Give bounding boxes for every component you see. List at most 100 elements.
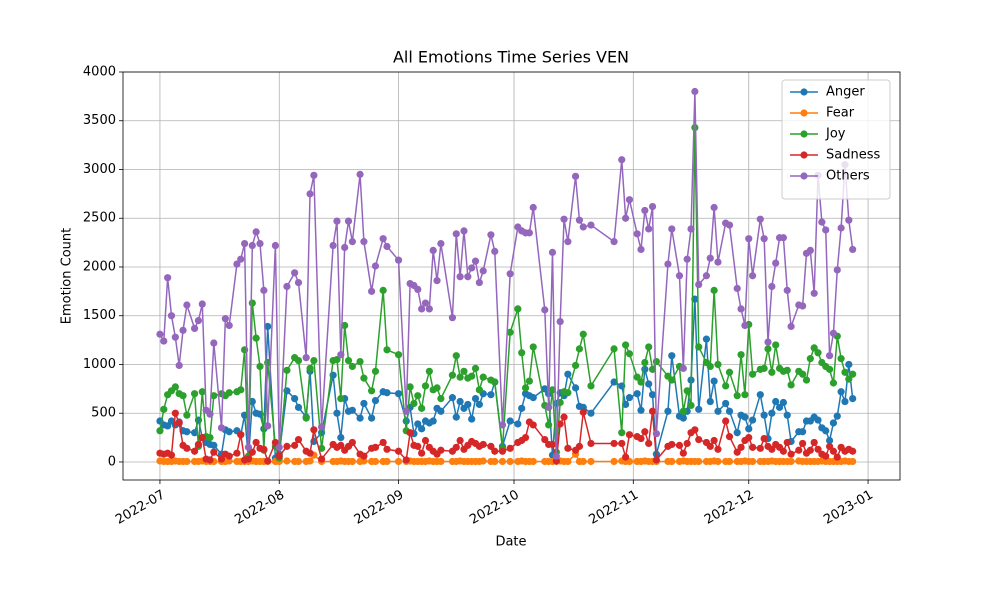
data-point <box>814 445 822 453</box>
data-point <box>164 274 172 282</box>
data-point <box>645 225 653 233</box>
data-point <box>406 383 414 391</box>
data-point <box>545 403 553 411</box>
data-point <box>514 305 522 313</box>
data-point <box>302 414 310 422</box>
data-point <box>498 421 507 429</box>
data-point <box>725 407 734 415</box>
data-point <box>764 338 772 346</box>
data-point <box>783 438 791 447</box>
data-point <box>294 278 303 287</box>
data-point <box>760 411 768 419</box>
data-point <box>675 441 684 449</box>
data-point <box>394 256 403 264</box>
data-point <box>787 457 795 466</box>
data-point <box>737 305 745 313</box>
data-point <box>506 270 514 278</box>
data-point <box>829 329 838 337</box>
data-point <box>610 378 618 386</box>
data-point <box>210 392 218 400</box>
data-point <box>418 425 426 433</box>
data-point <box>560 215 568 223</box>
data-point <box>383 389 391 397</box>
data-point <box>491 447 499 455</box>
data-point <box>241 239 249 248</box>
data-point <box>725 457 734 466</box>
data-point <box>291 441 299 449</box>
data-point <box>348 406 356 414</box>
data-point <box>194 440 203 449</box>
data-point <box>210 441 218 449</box>
data-point <box>348 457 356 466</box>
data-point <box>841 368 849 376</box>
data-point <box>256 239 264 248</box>
data-point <box>799 370 807 378</box>
data-point <box>741 391 749 399</box>
data-point <box>437 407 445 415</box>
data-point <box>244 443 253 451</box>
data-point <box>741 413 749 421</box>
data-point <box>379 438 387 447</box>
data-point <box>491 378 499 386</box>
data-point <box>849 457 857 466</box>
data-point <box>429 246 437 255</box>
data-point <box>275 452 283 460</box>
data-point <box>799 439 807 448</box>
data-point <box>625 431 634 439</box>
data-point <box>452 230 460 238</box>
data-point <box>271 438 279 447</box>
data-point <box>737 443 745 451</box>
data-point <box>610 439 618 448</box>
data-point <box>756 444 764 452</box>
data-point <box>783 286 791 294</box>
data-point <box>810 344 818 352</box>
data-point <box>456 373 464 381</box>
data-point <box>460 227 468 235</box>
data-point <box>348 438 356 447</box>
data-point <box>418 404 426 412</box>
data-point <box>237 255 245 263</box>
data-point <box>772 259 780 267</box>
data-point <box>471 364 480 372</box>
data-point <box>548 440 557 449</box>
data-point <box>652 357 660 366</box>
data-point <box>317 455 326 463</box>
data-point <box>710 377 718 385</box>
data-point <box>383 242 391 251</box>
data-point <box>344 217 353 225</box>
data-point <box>521 433 530 442</box>
data-point <box>479 373 487 381</box>
data-point <box>679 364 687 372</box>
data-point <box>687 225 695 233</box>
data-point <box>587 382 595 390</box>
data-point <box>348 362 356 371</box>
data-point <box>645 343 653 351</box>
data-point <box>329 241 337 250</box>
data-point <box>564 457 572 466</box>
data-point <box>571 361 580 370</box>
data-point <box>294 457 303 466</box>
data-point <box>825 352 834 360</box>
data-point <box>164 422 172 430</box>
data-point <box>618 439 626 448</box>
data-point <box>725 368 734 376</box>
data-point <box>641 358 649 367</box>
data-point <box>529 203 537 212</box>
data-point <box>160 405 168 413</box>
data-point <box>779 447 787 455</box>
data-point <box>183 301 191 309</box>
data-point <box>541 385 549 393</box>
data-point <box>749 457 757 466</box>
data-point <box>668 225 676 233</box>
data-point <box>783 366 791 374</box>
data-point <box>545 421 553 429</box>
data-point <box>764 345 772 353</box>
y-tick-label: 3500 <box>83 113 116 128</box>
data-point <box>579 408 587 416</box>
data-point <box>198 300 206 308</box>
data-point <box>733 392 741 400</box>
data-point <box>779 398 787 407</box>
data-point <box>695 457 703 466</box>
data-point <box>260 286 268 294</box>
data-point <box>341 321 349 330</box>
